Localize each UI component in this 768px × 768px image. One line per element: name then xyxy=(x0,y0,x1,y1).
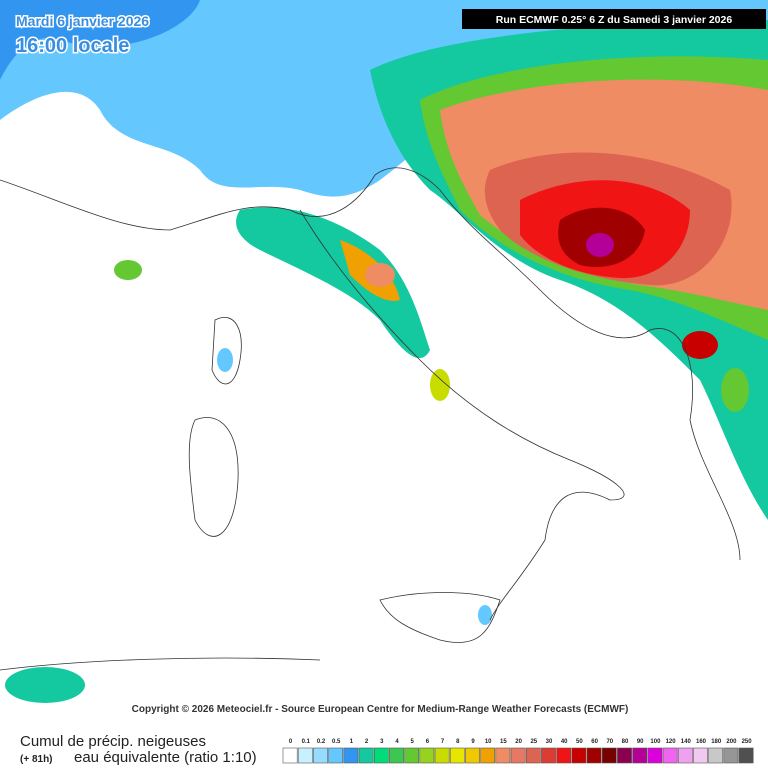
legend-swatch xyxy=(525,747,541,764)
legend-swatch xyxy=(389,747,404,764)
legend-scale: 0 0.1 0.2 0.5 1 2 3 4 5 6 7 8 9 10 15 20 25 30 40 50 60 70 80 9… xyxy=(282,739,754,764)
legend-label: 50 xyxy=(576,739,583,745)
legend-swatch xyxy=(358,747,374,764)
legend-label: 90 xyxy=(637,739,644,745)
legend-swatch xyxy=(586,747,602,764)
legend-swatch xyxy=(404,747,420,764)
legend-swatch xyxy=(480,747,496,764)
run-info: Run ECMWF 0.25° 6 Z du Samedi 3 janvier … xyxy=(496,14,733,26)
legend-label: 3 xyxy=(380,739,384,745)
forecast-time: 16:00 locale xyxy=(16,35,129,57)
legend-subtitle: eau équivalente (ratio 1:10) xyxy=(74,749,257,766)
legend-label: 2 xyxy=(365,739,369,745)
legend-swatch xyxy=(556,747,572,764)
legend-swatch xyxy=(419,747,435,764)
legend-label: 180 xyxy=(711,739,722,745)
legend-label: 0.5 xyxy=(332,739,341,745)
legend-label: 9 xyxy=(471,739,475,745)
legend-swatch xyxy=(677,747,693,764)
legend-swatch xyxy=(449,747,465,764)
legend-swatch xyxy=(282,747,298,764)
legend-label: 4 xyxy=(395,739,399,745)
legend-swatch xyxy=(571,747,587,764)
legend-label: 70 xyxy=(606,739,613,745)
legend-label: 25 xyxy=(530,739,537,745)
legend-label: 0 xyxy=(289,739,293,745)
run-box xyxy=(462,9,766,29)
forecast-date: Mardi 6 janvier 2026 xyxy=(16,13,149,29)
legend-range: (+ 81h) xyxy=(20,754,53,765)
legend-label: 200 xyxy=(726,739,737,745)
legend-swatch xyxy=(647,747,663,764)
legend-label: 15 xyxy=(500,739,507,745)
legend-swatch xyxy=(617,747,632,764)
legend-label: 7 xyxy=(441,739,445,745)
legend-swatch xyxy=(723,747,739,764)
legend-label: 160 xyxy=(696,739,707,745)
legend-swatch xyxy=(708,747,724,764)
legend-label: 0.1 xyxy=(302,739,311,745)
legend-swatch xyxy=(662,747,678,764)
legend-label: 40 xyxy=(561,739,568,745)
legend-label: 140 xyxy=(681,739,692,745)
legend-swatch xyxy=(632,747,648,764)
precip-field xyxy=(0,0,768,703)
legend-swatch xyxy=(297,747,313,764)
legend-swatch xyxy=(373,747,389,764)
legend-label: 100 xyxy=(650,739,661,745)
legend-label: 8 xyxy=(456,739,460,745)
legend-label: 80 xyxy=(622,739,629,745)
legend-swatch xyxy=(541,747,556,764)
coastlines xyxy=(0,167,741,671)
legend-label: 30 xyxy=(546,739,553,745)
legend-swatch xyxy=(313,747,328,764)
legend-label: 10 xyxy=(485,739,492,745)
legend-swatch xyxy=(495,747,511,764)
legend-swatch xyxy=(693,747,708,764)
legend-swatch xyxy=(465,747,480,764)
legend-swatch xyxy=(328,747,344,764)
legend-swatch xyxy=(510,747,526,764)
legend-title: Cumul de précip. neigeuses xyxy=(20,733,206,750)
legend-label: 60 xyxy=(591,739,598,745)
legend-label: 250 xyxy=(742,739,753,745)
legend-label: 120 xyxy=(666,739,677,745)
copyright: Copyright © 2026 Meteociel.fr - Source E… xyxy=(132,704,629,715)
legend-label: 1 xyxy=(350,739,354,745)
legend-swatch xyxy=(738,747,754,764)
legend-label: 6 xyxy=(426,739,430,745)
legend-label: 0.2 xyxy=(317,739,326,745)
legend-label: 20 xyxy=(515,739,522,745)
legend-swatch xyxy=(434,747,450,764)
legend-swatch xyxy=(601,747,617,764)
legend-label: 5 xyxy=(411,739,415,745)
legend-swatch xyxy=(343,747,359,764)
